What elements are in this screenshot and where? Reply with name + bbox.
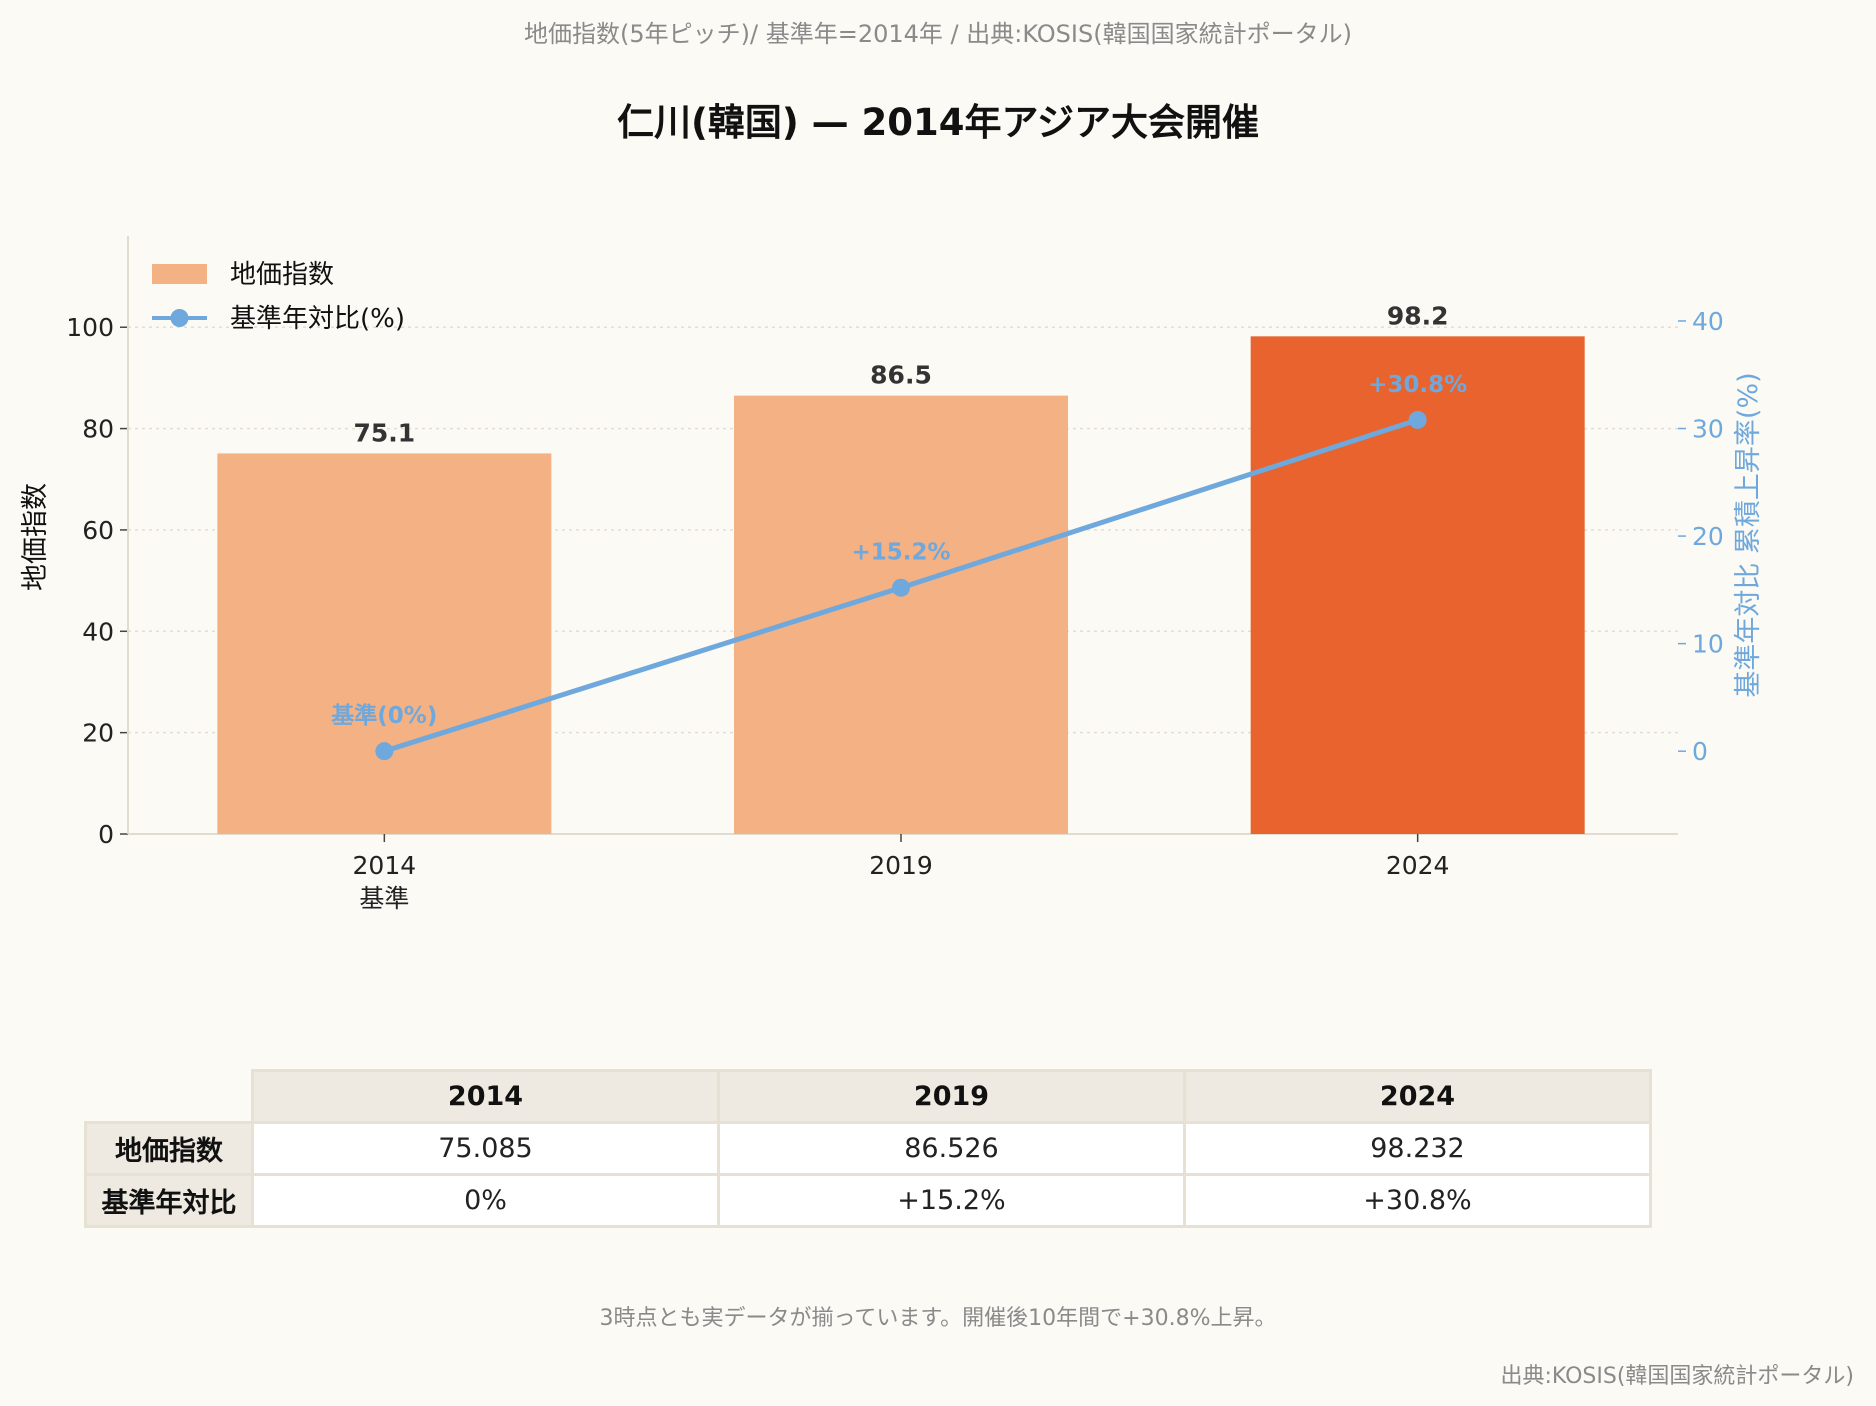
table-row-header: 基準年対比 [84, 1173, 254, 1228]
legend-label: 基準年対比(%) [230, 304, 405, 334]
table-col-header: 2024 [1183, 1069, 1652, 1124]
line-point [375, 742, 394, 761]
table-header-row: 2014 2019 2024 [86, 1069, 1652, 1124]
y2-tick-label: 20 [1692, 522, 1724, 551]
table-corner [86, 1071, 253, 1123]
table-cell: 98.232 [1183, 1121, 1652, 1176]
data-table: 2014 2019 2024 地価指数 75.085 86.526 98.232… [84, 1069, 1652, 1228]
table-cell: 75.085 [251, 1121, 720, 1176]
table-cell: +30.8% [1183, 1173, 1652, 1228]
x-tick-sublabel: 基準 [359, 884, 409, 913]
legend-label: 地価指数 [230, 260, 334, 290]
y2-tick-label: 0 [1692, 737, 1708, 766]
y-tick-label: 100 [66, 313, 114, 342]
x-tick-label: 2014 [353, 851, 417, 880]
x-tick-label: 2024 [1386, 851, 1450, 880]
y-tick-label: 60 [82, 516, 114, 545]
x-tick-label: 2019 [869, 851, 933, 880]
y-tick-label: 20 [82, 719, 114, 748]
source-credit: 出典:KOSIS(韓国国家統計ポータル) [1500, 1364, 1854, 1389]
line-point [1408, 410, 1427, 429]
y-tick-label: 40 [82, 617, 114, 646]
line-data-label: +15.2% [851, 540, 950, 566]
y2-tick-label: 40 [1692, 307, 1724, 336]
table-row: 基準年対比 0% +15.2% +30.8% [84, 1173, 1652, 1228]
table-row-header: 地価指数 [84, 1121, 254, 1176]
table-row: 地価指数 75.085 86.526 98.232 [84, 1121, 1652, 1176]
bar-data-label: 98.2 [1387, 301, 1449, 330]
legend-swatch-marker [170, 309, 189, 327]
y-tick-label: 0 [98, 820, 114, 849]
table-col-header: 2014 [251, 1069, 720, 1124]
bar-data-label: 75.1 [353, 418, 415, 447]
bar [734, 395, 1068, 834]
line-data-label: 基準(0%) [331, 702, 437, 729]
bar-data-label: 86.5 [870, 361, 932, 390]
line-data-label: +30.8% [1368, 372, 1467, 398]
y-tick-label: 80 [82, 415, 114, 444]
combo-chart: 0 20 40 60 80 100 75.1 86.5 98.2 2014 基準 2019 2024 0 1… [20, 236, 1764, 913]
table-cell: 86.526 [717, 1121, 1186, 1176]
table-cell: 0% [251, 1173, 720, 1228]
y-axis-title: 地価指数 [20, 483, 51, 591]
table-col-header: 2019 [717, 1069, 1186, 1124]
table-cell: +15.2% [717, 1173, 1186, 1228]
chart-title: 仁川(韓国) — 2014年アジア大会開催 [616, 101, 1260, 144]
y2-axis-title: 基準年対比 累積上昇率(%) [1733, 372, 1764, 697]
y2-tick-label: 30 [1692, 415, 1724, 444]
legend-swatch-bar [152, 264, 207, 284]
chart-subtitle: 地価指数(5年ピッチ)/ 基準年=2014年 / 出典:KOSIS(韓国国家統計… [524, 20, 1352, 48]
bar [217, 453, 552, 834]
y2-tick-label: 10 [1692, 630, 1724, 659]
line-point [892, 578, 910, 597]
footnote: 3時点とも実データが揃っています。開催後10年間で+30.8%上昇。 [599, 1306, 1277, 1331]
